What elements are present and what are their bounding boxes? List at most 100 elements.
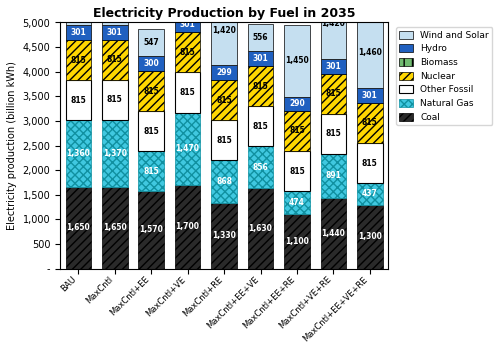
Text: 815: 815	[326, 89, 342, 98]
Text: 1,450: 1,450	[285, 56, 309, 65]
Text: 1,630: 1,630	[248, 224, 272, 233]
Text: 1,420: 1,420	[322, 19, 345, 28]
Text: 1,330: 1,330	[212, 231, 236, 240]
Bar	[212, 120, 237, 160]
Bar	[248, 188, 274, 268]
Text: 815: 815	[252, 82, 268, 91]
Bar	[138, 191, 164, 268]
Text: 815: 815	[107, 55, 122, 64]
Bar	[66, 26, 91, 40]
Bar	[212, 80, 237, 120]
Text: 1,470: 1,470	[176, 144, 200, 153]
Bar	[102, 120, 128, 187]
Bar	[320, 74, 346, 114]
Y-axis label: Electricity production (billion kWh): Electricity production (billion kWh)	[7, 61, 17, 230]
Text: 815: 815	[180, 88, 196, 97]
Text: 815: 815	[70, 96, 86, 105]
Bar	[284, 97, 310, 111]
Text: 301: 301	[70, 28, 86, 37]
Bar	[357, 143, 382, 183]
Bar	[212, 65, 237, 80]
Bar	[357, 183, 382, 205]
Text: 815: 815	[289, 167, 305, 176]
Text: 815: 815	[70, 56, 86, 65]
Bar	[175, 113, 201, 185]
Bar	[138, 29, 164, 56]
Text: 891: 891	[326, 171, 342, 180]
Bar	[102, 40, 128, 80]
Text: 301: 301	[180, 20, 196, 29]
Bar	[248, 24, 274, 51]
Bar	[320, 198, 346, 268]
Text: 815: 815	[144, 127, 159, 136]
Text: 1,360: 1,360	[66, 149, 90, 159]
Text: 437: 437	[362, 189, 378, 198]
Text: 1,460: 1,460	[358, 48, 382, 57]
Bar	[175, 32, 201, 72]
Bar	[320, 114, 346, 154]
Bar	[248, 106, 274, 146]
Bar	[357, 103, 382, 143]
Text: 1,650: 1,650	[103, 223, 126, 232]
Text: 815: 815	[326, 129, 342, 138]
Bar	[357, 88, 382, 103]
Bar	[284, 111, 310, 151]
Bar	[138, 56, 164, 71]
Bar	[138, 71, 164, 111]
Text: 547: 547	[144, 38, 159, 47]
Bar	[320, 59, 346, 74]
Bar	[284, 151, 310, 191]
Text: 815: 815	[362, 159, 378, 168]
Text: 299: 299	[216, 68, 232, 77]
Bar	[284, 215, 310, 268]
Text: 301: 301	[107, 28, 122, 37]
Bar	[175, 185, 201, 268]
Text: 815: 815	[144, 167, 159, 176]
Legend: Wind and Solar, Hydro, Biomass, Nuclear, Other Fossil, Natural Gas, Coal: Wind and Solar, Hydro, Biomass, Nuclear,…	[396, 27, 492, 125]
Text: 856: 856	[252, 163, 268, 172]
Bar	[212, 160, 237, 203]
Text: 868: 868	[216, 177, 232, 186]
Text: 815: 815	[216, 136, 232, 145]
Title: Electricity Production by Fuel in 2035: Electricity Production by Fuel in 2035	[93, 7, 355, 20]
Bar	[175, 18, 201, 32]
Bar	[175, 72, 201, 113]
Text: 556: 556	[253, 33, 268, 42]
Text: 474: 474	[289, 198, 305, 207]
Bar	[102, 4, 128, 25]
Bar	[248, 146, 274, 188]
Bar	[102, 80, 128, 120]
Text: 815: 815	[252, 122, 268, 131]
Text: 815: 815	[289, 126, 305, 135]
Text: 1,100: 1,100	[285, 237, 309, 246]
Bar	[248, 51, 274, 66]
Text: 1,700: 1,700	[176, 222, 200, 231]
Text: 815: 815	[144, 86, 159, 96]
Bar	[320, 154, 346, 198]
Text: 1,370: 1,370	[103, 149, 127, 158]
Text: 301: 301	[252, 54, 268, 63]
Text: 1,420: 1,420	[212, 26, 236, 35]
Text: 815: 815	[107, 96, 122, 104]
Bar	[284, 25, 310, 97]
Text: 300: 300	[144, 59, 159, 68]
Bar	[102, 187, 128, 268]
Bar	[284, 191, 310, 215]
Text: 301: 301	[326, 62, 342, 71]
Text: 1,440: 1,440	[322, 229, 345, 238]
Bar	[66, 120, 91, 187]
Text: 428: 428	[107, 10, 122, 19]
Bar	[66, 40, 91, 80]
Bar	[248, 66, 274, 106]
Bar	[138, 111, 164, 151]
Bar	[66, 187, 91, 268]
Text: 815: 815	[362, 118, 378, 127]
Bar	[357, 205, 382, 268]
Text: 1,650: 1,650	[66, 223, 90, 232]
Text: 815: 815	[180, 48, 196, 57]
Bar	[102, 25, 128, 40]
Bar	[212, 203, 237, 268]
Text: 815: 815	[216, 96, 232, 105]
Text: 1,570: 1,570	[140, 225, 163, 234]
Text: 301: 301	[362, 91, 378, 100]
